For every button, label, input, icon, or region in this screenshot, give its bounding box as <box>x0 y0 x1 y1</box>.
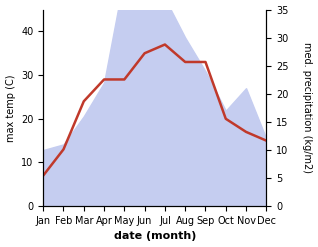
Y-axis label: max temp (C): max temp (C) <box>5 74 16 142</box>
X-axis label: date (month): date (month) <box>114 231 196 242</box>
Y-axis label: med. precipitation (kg/m2): med. precipitation (kg/m2) <box>302 42 313 173</box>
